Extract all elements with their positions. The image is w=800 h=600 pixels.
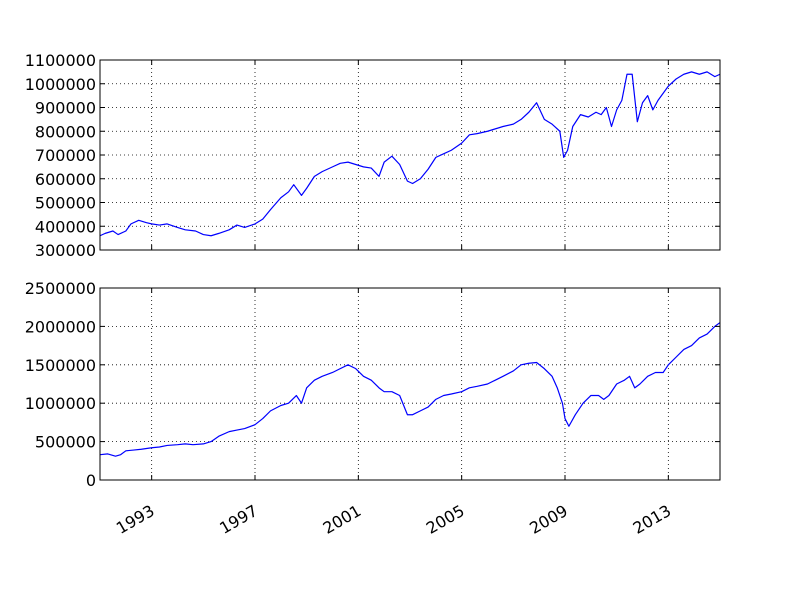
top-y-tick-label: 1000000 bbox=[25, 75, 96, 94]
bottom-series-line bbox=[99, 322, 721, 457]
top-chart-panel: 300000 400000 500000 600000 700000 800000 9000… bbox=[25, 51, 721, 260]
top-y-tick-label: 500000 bbox=[35, 194, 96, 213]
top-y-tick-label: 900000 bbox=[35, 99, 96, 118]
bottom-y-tick-label: 500000 bbox=[35, 433, 96, 452]
top-y-tick-label: 700000 bbox=[35, 146, 96, 165]
bottom-y-tick-label: 2500000 bbox=[25, 279, 96, 298]
top-y-tick-label: 600000 bbox=[35, 170, 96, 189]
top-series-line bbox=[99, 71, 721, 237]
top-y-tick-label: 400000 bbox=[35, 217, 96, 236]
top-y-tick-label: 300000 bbox=[35, 241, 96, 260]
bottom-y-tick-label: 0 bbox=[86, 471, 96, 490]
bottom-y-tick-label: 1000000 bbox=[25, 394, 96, 413]
bottom-axes-frame bbox=[99, 287, 721, 481]
bottom-y-tick-label: 1500000 bbox=[25, 356, 96, 375]
top-y-tick-label: 1100000 bbox=[25, 51, 96, 70]
top-y-tick-label: 800000 bbox=[35, 122, 96, 141]
bottom-y-tick-label: 2000000 bbox=[25, 317, 96, 336]
